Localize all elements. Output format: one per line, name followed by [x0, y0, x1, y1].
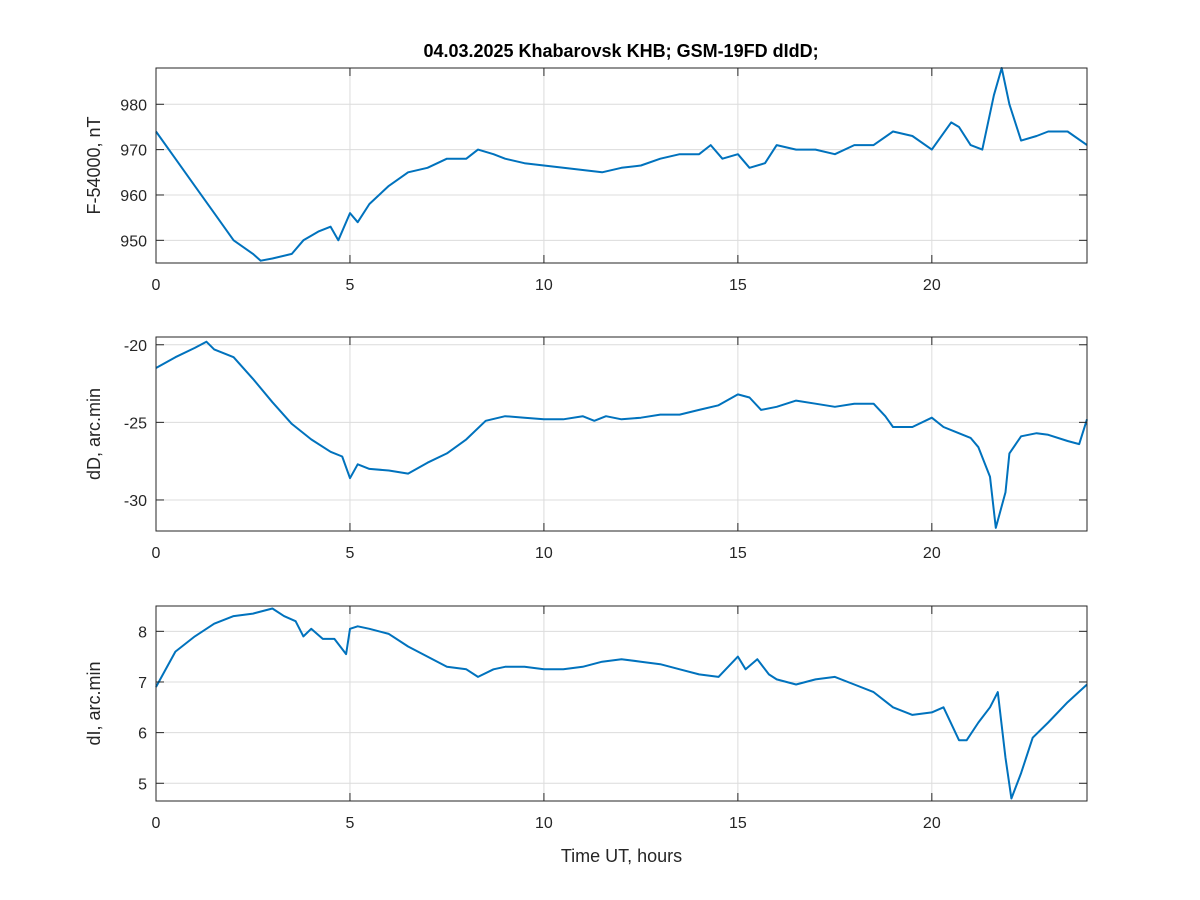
- x-tick-label: 20: [923, 545, 941, 562]
- y-tick-label: 980: [120, 97, 147, 114]
- y-tick-label: 5: [138, 776, 147, 793]
- x-tick-label: 5: [346, 545, 355, 562]
- x-tick-label: 10: [535, 545, 553, 562]
- series-line: [155, 340, 1088, 529]
- x-tick-label: 20: [923, 277, 941, 294]
- x-tick-label: 5: [346, 277, 355, 294]
- x-tick-label: 15: [729, 277, 747, 294]
- x-tick-label: 10: [535, 277, 553, 294]
- y-axis-label: F-54000, nT: [84, 116, 104, 214]
- y-tick-label: 6: [138, 726, 147, 743]
- y-axis-label: dI, arc.min: [84, 661, 104, 745]
- axes-frame: [155, 605, 1088, 802]
- y-tick-label: -25: [124, 415, 147, 432]
- y-tick-label: -20: [124, 338, 147, 355]
- panel-3: 0 5 10 15 20 8 7 6 5 dI, arc.min Time UT, hours: [84, 605, 1088, 866]
- series-line: [155, 67, 1088, 262]
- y-tick-label: -30: [124, 493, 147, 510]
- x-tick-label: 10: [535, 815, 553, 832]
- y-tick-label: 970: [120, 143, 147, 160]
- x-tick-label: 20: [923, 815, 941, 832]
- series-line: [155, 607, 1088, 800]
- y-axis-label: dD, arc.min: [84, 388, 104, 480]
- x-tick-label: 15: [729, 815, 747, 832]
- axes-frame: [155, 67, 1088, 264]
- y-tick-label: 950: [120, 233, 147, 250]
- figure-title: 04.03.2025 Khabarovsk KHB; GSM-19FD dIdD…: [423, 41, 818, 61]
- x-tick-label: 0: [152, 815, 161, 832]
- y-tick-label: 8: [138, 624, 147, 641]
- panel-1: 0 5 10 15 20 950 960 970 980 F-54000, nT: [84, 67, 1088, 294]
- y-tick-label: 960: [120, 188, 147, 205]
- y-tick-label: 7: [138, 675, 147, 692]
- x-tick-label: 15: [729, 545, 747, 562]
- x-tick-label: 0: [152, 545, 161, 562]
- x-tick-label: 5: [346, 815, 355, 832]
- panel-2: 0 5 10 15 20 -20 -25 -30 dD, arc.min: [84, 336, 1088, 562]
- x-axis-label: Time UT, hours: [561, 846, 682, 866]
- x-tick-label: 0: [152, 277, 161, 294]
- axes-frame: [155, 336, 1088, 532]
